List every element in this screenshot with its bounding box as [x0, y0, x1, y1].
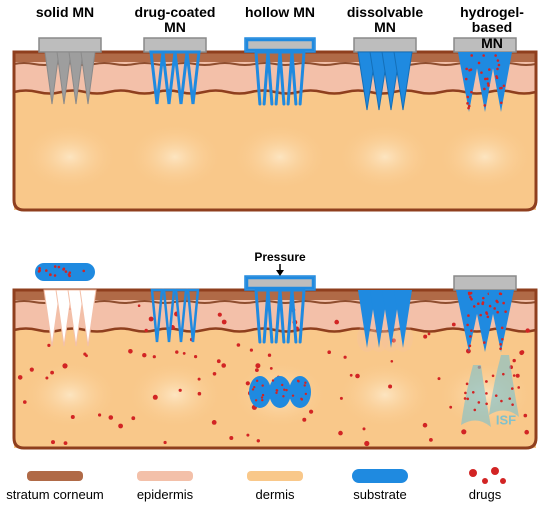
mn-type-label: hydrogel-basedMN — [442, 5, 542, 51]
mn-type-label: solid MN — [15, 5, 115, 20]
pressure-label: Pressure — [254, 250, 305, 264]
legend-label: drugs — [430, 487, 540, 502]
mn-type-label: hollow MN — [230, 5, 330, 20]
mn-type-label: drug-coatedMN — [125, 5, 225, 36]
legend-label: epidermis — [110, 487, 220, 502]
legend-label: dermis — [220, 487, 330, 502]
isf-label: ISF — [496, 413, 516, 428]
mn-type-label: dissolvableMN — [335, 5, 435, 36]
legend-label: substrate — [325, 487, 435, 502]
legend-label: stratum corneum — [0, 487, 110, 502]
